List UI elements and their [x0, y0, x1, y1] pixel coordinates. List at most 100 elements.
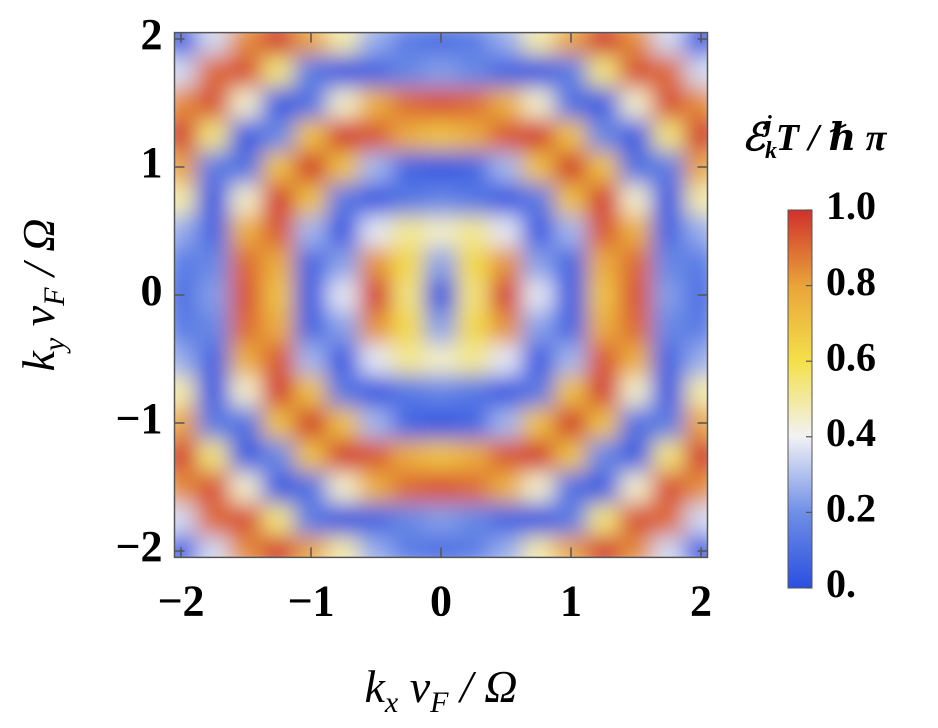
y-tick-label: −1: [115, 394, 162, 443]
heatmap-cell: [229, 470, 263, 504]
heatmap-cell: [651, 470, 686, 504]
colorbar-label-sup: j: [761, 112, 772, 138]
heatmap-cell: [424, 54, 458, 88]
heatmap-cell: [359, 278, 393, 312]
heatmap-cell: [456, 246, 491, 280]
heatmap-cell: [196, 32, 231, 56]
colorbar-label-base: ℰ: [742, 117, 769, 159]
heatmap-cell: [294, 32, 328, 56]
heatmap-cell: [294, 214, 328, 248]
heatmap-cell: [196, 534, 231, 558]
heatmap-cell: [391, 406, 426, 440]
heatmap-cell: [456, 278, 491, 312]
heatmap-cell: [326, 182, 361, 216]
heatmap-cell: [489, 342, 523, 376]
y-tick-label: 2: [141, 10, 163, 59]
heatmap-cell: [521, 54, 556, 88]
heatmap-cell: [424, 32, 458, 56]
heatmap-cell: [619, 374, 653, 408]
heatmap-cell: [174, 470, 198, 504]
heatmap-cell: [261, 374, 296, 408]
heatmap-cell: [294, 86, 328, 120]
heatmap-cell: [196, 86, 231, 120]
heatmap-cell: [261, 86, 296, 120]
heatmap-cell: [229, 406, 263, 440]
heatmap-cell: [489, 54, 523, 88]
heatmap-cell: [391, 246, 426, 280]
heatmap-cell: [586, 534, 621, 558]
heatmap-cell: [489, 32, 523, 56]
heatmap-cell: [456, 86, 491, 120]
heatmap-cell: [651, 310, 686, 344]
heatmap-cell: [294, 342, 328, 376]
x-axis-label-part: x: [384, 686, 399, 719]
heatmap-cell: [684, 502, 708, 536]
heatmap-cell: [684, 118, 708, 152]
heatmap-cell: [229, 54, 263, 88]
heatmap-cell: [391, 502, 426, 536]
y-tick-label: 1: [141, 138, 163, 187]
heatmap-cell: [619, 246, 653, 280]
heatmap-cell: [554, 374, 588, 408]
heatmap-cell: [229, 438, 263, 472]
heatmap-cell: [586, 32, 621, 56]
heatmap-cell: [261, 118, 296, 152]
heatmap-cell: [359, 502, 393, 536]
heatmap-cell: [174, 86, 198, 120]
heatmap-cell: [424, 502, 458, 536]
heatmap-cell: [424, 470, 458, 504]
heatmap-cell: [651, 150, 686, 184]
heatmap-cell: [229, 534, 263, 558]
heatmap: [174, 32, 708, 558]
heatmap-cell: [521, 32, 556, 56]
heatmap-cell: [456, 502, 491, 536]
heatmap-cell: [261, 54, 296, 88]
heatmap-cell: [196, 214, 231, 248]
heatmap-cell: [521, 438, 556, 472]
heatmap-cell: [619, 310, 653, 344]
y-axis-label-part: F: [38, 287, 71, 307]
colorbar-label: ℰkj T / ℏ π: [742, 112, 888, 164]
heatmap-cell: [174, 118, 198, 152]
heatmap-cell: [554, 86, 588, 120]
heatmap-cell: [196, 470, 231, 504]
heatmap-cell: [229, 182, 263, 216]
plot-area: [174, 32, 708, 558]
heatmap-cell: [456, 406, 491, 440]
heatmap-cell: [261, 278, 296, 312]
heatmap-cell: [586, 246, 621, 280]
heatmap-cell: [456, 470, 491, 504]
heatmap-cell: [229, 502, 263, 536]
heatmap-cell: [359, 534, 393, 558]
colorbar: [787, 209, 813, 589]
x-tick-label: 2: [690, 576, 712, 625]
heatmap-cell: [391, 86, 426, 120]
y-tick-label: −2: [115, 522, 162, 571]
colorbar-tick-label: 0.: [826, 561, 856, 606]
heatmap-cell: [174, 54, 198, 88]
heatmap-cell: [521, 214, 556, 248]
x-axis-label-part: / Ω: [448, 661, 517, 712]
heatmap-cell: [424, 374, 458, 408]
heatmap-cell: [294, 502, 328, 536]
heatmap-cell: [619, 150, 653, 184]
colorbar-tick-label: 0.6: [826, 334, 876, 379]
heatmap-cell: [294, 534, 328, 558]
heatmap-cell: [326, 150, 361, 184]
heatmap-cell: [586, 438, 621, 472]
heatmap-cell: [456, 214, 491, 248]
heatmap-cell: [326, 32, 361, 56]
heatmap-cell: [586, 182, 621, 216]
heatmap-cell: [391, 470, 426, 504]
colorbar-tick-label: 1.0: [826, 183, 876, 228]
heatmap-cell: [619, 32, 653, 56]
heatmap-cell: [489, 502, 523, 536]
heatmap-cell: [294, 406, 328, 440]
heatmap-cell: [229, 374, 263, 408]
y-axis-label-part: / Ω: [13, 218, 64, 287]
heatmap-cell: [174, 406, 198, 440]
heatmap-cell: [521, 246, 556, 280]
heatmap-cell: [489, 374, 523, 408]
heatmap-cell: [229, 278, 263, 312]
heatmap-cell: [391, 438, 426, 472]
